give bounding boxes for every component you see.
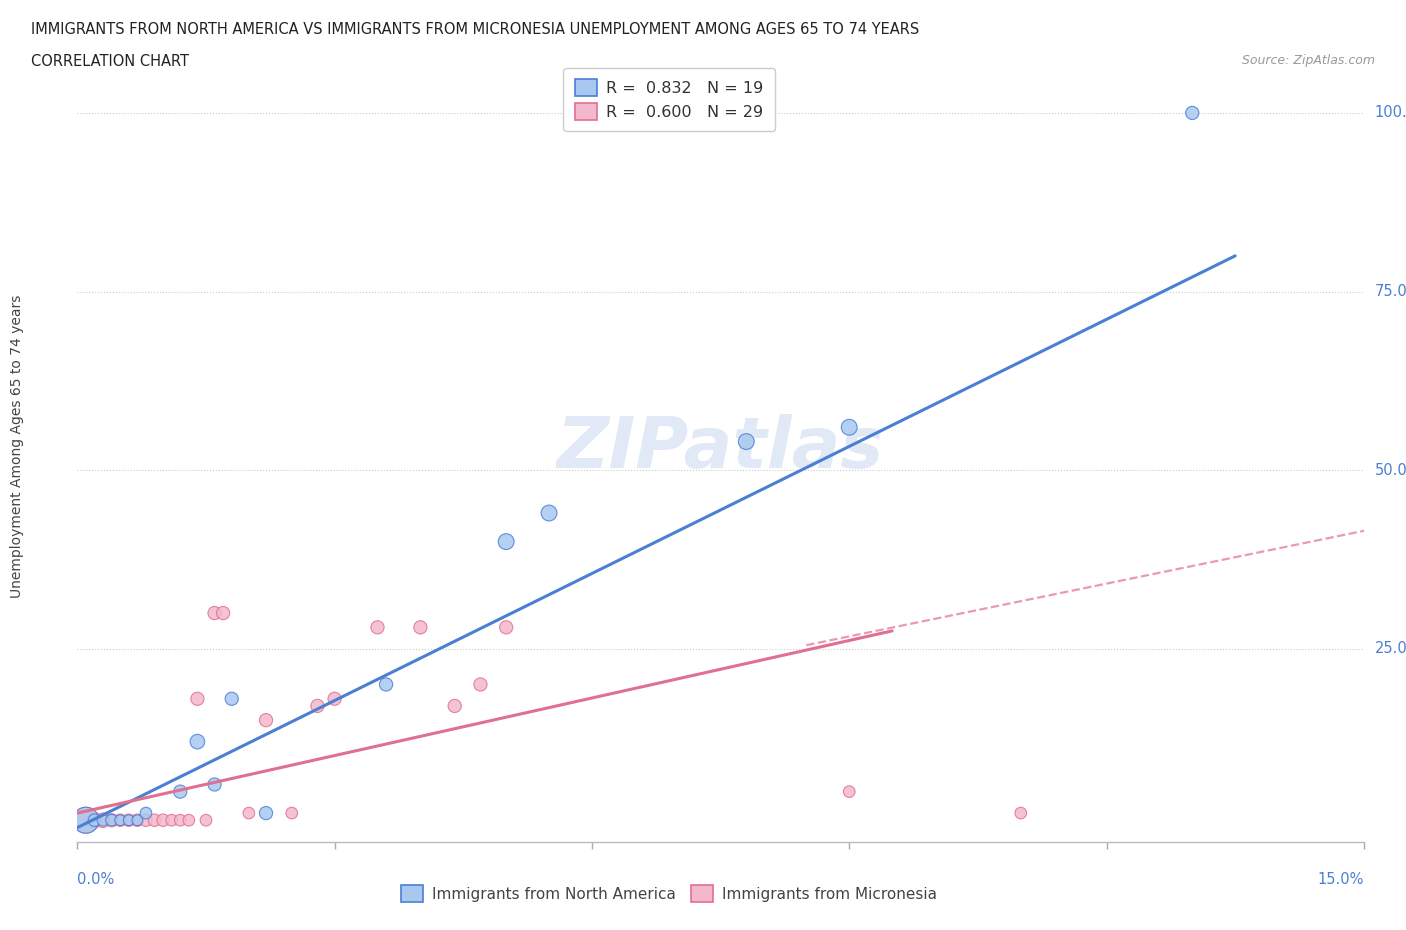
Legend: Immigrants from North America, Immigrants from Micronesia: Immigrants from North America, Immigrant… — [391, 874, 948, 912]
Point — [221, 691, 243, 706]
Point — [100, 813, 122, 828]
Text: Source: ZipAtlas.com: Source: ZipAtlas.com — [1241, 54, 1375, 67]
Point — [1010, 805, 1032, 820]
Point — [127, 813, 149, 828]
Text: 15.0%: 15.0% — [1317, 872, 1364, 887]
Text: Unemployment Among Ages 65 to 74 years: Unemployment Among Ages 65 to 74 years — [10, 295, 24, 598]
Point — [538, 506, 561, 521]
Point — [110, 813, 132, 828]
Point — [135, 805, 157, 820]
Text: CORRELATION CHART: CORRELATION CHART — [31, 54, 188, 69]
Point — [838, 784, 860, 799]
Point — [1181, 105, 1204, 120]
Point — [186, 691, 208, 706]
Point — [204, 605, 226, 620]
Point — [169, 784, 191, 799]
Point — [186, 734, 208, 749]
Text: 100.0%: 100.0% — [1375, 105, 1406, 121]
Point — [91, 813, 114, 828]
Text: 75.0%: 75.0% — [1375, 284, 1406, 299]
Point — [735, 434, 758, 449]
Text: IMMIGRANTS FROM NORTH AMERICA VS IMMIGRANTS FROM MICRONESIA UNEMPLOYMENT AMONG A: IMMIGRANTS FROM NORTH AMERICA VS IMMIGRA… — [31, 22, 920, 37]
Point — [212, 605, 235, 620]
Point — [367, 620, 389, 635]
Point — [204, 777, 226, 792]
Point — [169, 813, 191, 828]
Point — [152, 813, 174, 828]
Point — [118, 813, 141, 828]
Point — [323, 691, 346, 706]
Point — [281, 805, 304, 820]
Point — [75, 813, 97, 828]
Point — [91, 813, 114, 828]
Point — [118, 813, 141, 828]
Point — [307, 698, 329, 713]
Point — [254, 805, 277, 820]
Point — [75, 813, 97, 828]
Point — [375, 677, 398, 692]
Point — [83, 813, 105, 828]
Point — [470, 677, 492, 692]
Text: 25.0%: 25.0% — [1375, 642, 1406, 657]
Point — [254, 712, 277, 727]
Point — [100, 813, 122, 828]
Text: 0.0%: 0.0% — [77, 872, 114, 887]
Point — [495, 534, 517, 549]
Point — [177, 813, 200, 828]
Text: ZIPatlas: ZIPatlas — [557, 414, 884, 484]
Point — [127, 813, 149, 828]
Point — [838, 419, 860, 434]
Point — [195, 813, 218, 828]
Point — [409, 620, 432, 635]
Point — [160, 813, 183, 828]
Point — [443, 698, 465, 713]
Point — [83, 813, 105, 828]
Text: 50.0%: 50.0% — [1375, 462, 1406, 478]
Point — [238, 805, 260, 820]
Point — [495, 620, 517, 635]
Point — [135, 813, 157, 828]
Point — [143, 813, 166, 828]
Point — [110, 813, 132, 828]
